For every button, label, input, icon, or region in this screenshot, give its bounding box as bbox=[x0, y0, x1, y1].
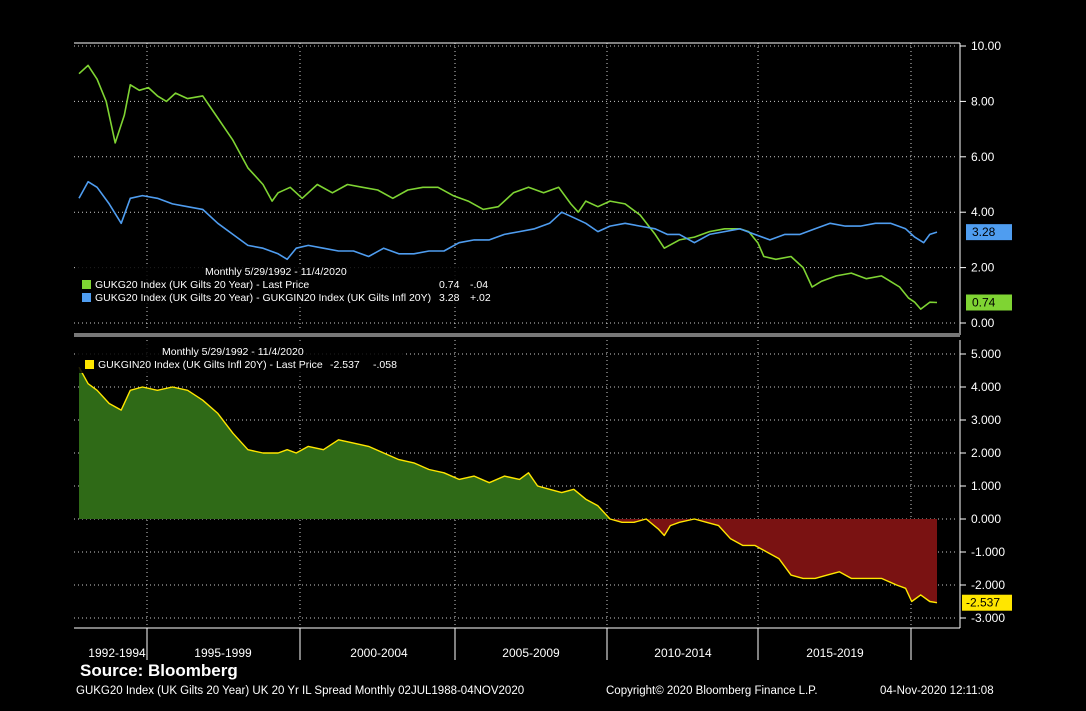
panel-divider bbox=[74, 333, 960, 337]
bottom-ytick-label: 5.000 bbox=[971, 347, 1001, 361]
bottom-ytick-label: 2.000 bbox=[971, 446, 1001, 460]
bottom-legend-header: Monthly 5/29/1992 - 11/4/2020 bbox=[162, 346, 304, 358]
bottom-ytick-label: -2.000 bbox=[971, 578, 1005, 592]
yellow-series-line bbox=[78, 366, 938, 604]
x-period-label: 2010-2014 bbox=[654, 646, 712, 660]
bottom-legend-label: GUKGIN20 Index (UK Gilts Infl 20Y) - Las… bbox=[98, 359, 323, 371]
top-legend-swatch bbox=[82, 280, 91, 289]
top-ytick-label: 8.00 bbox=[971, 94, 995, 108]
blue-value-tag-text: 3.28 bbox=[972, 225, 996, 239]
top-legend-change: +.02 bbox=[470, 292, 491, 304]
green-value-tag bbox=[966, 294, 1012, 311]
top-legend-label: GUKG20 Index (UK Gilts 20 Year) - Last P… bbox=[95, 279, 309, 291]
top-panel: 10.00 8.00 6.00 4.00 2.00 0.00 Monthly 5/29/19… bbox=[74, 39, 1012, 337]
top-legend-value: 3.28 bbox=[439, 292, 460, 304]
bottom-ytick-label: -3.000 bbox=[971, 611, 1005, 625]
top-legend-header: Monthly 5/29/1992 - 11/4/2020 bbox=[205, 266, 347, 278]
bottom-ytick-label: -1.000 bbox=[971, 545, 1005, 559]
bottom-legend-box bbox=[76, 343, 404, 373]
x-period-label: 2015-2019 bbox=[806, 646, 864, 660]
top-legend-swatch bbox=[82, 293, 91, 302]
footer-copyright: Copyright© 2020 Bloomberg Finance L.P. bbox=[606, 685, 818, 697]
negative-area-fill bbox=[79, 519, 937, 603]
x-axis: 1992-1994 1995-1999 2000-2004 2005-2009 2010… bbox=[74, 627, 960, 660]
green-series-line bbox=[78, 64, 938, 310]
bottom-ytick-label: 0.000 bbox=[971, 512, 1001, 526]
yellow-value-tag bbox=[962, 594, 1012, 611]
top-legend-box bbox=[76, 264, 500, 307]
footer-timestamp: 04-Nov-2020 12:11:08 bbox=[880, 685, 994, 697]
top-ytick-label: 10.00 bbox=[971, 39, 1001, 53]
x-period-label: 2005-2009 bbox=[502, 646, 560, 660]
source-label: Source: Bloomberg bbox=[80, 661, 238, 680]
top-legend-change: -.04 bbox=[470, 279, 488, 291]
green-value-tag-text: 0.74 bbox=[972, 296, 996, 310]
top-ytick-label: 2.00 bbox=[971, 261, 995, 275]
positive-area-fill bbox=[79, 367, 937, 519]
top-legend-label: GUKG20 Index (UK Gilts 20 Year) - GUKGIN… bbox=[95, 292, 431, 304]
x-period-label: 1992-1994 bbox=[88, 646, 146, 660]
bottom-legend-swatch bbox=[85, 360, 94, 369]
bottom-legend-change: -.058 bbox=[373, 359, 397, 371]
bottom-panel: 5.000 4.000 3.000 2.000 1.000 0.000 -1.000 -2.0… bbox=[74, 340, 1012, 628]
bottom-ytick-label: 1.000 bbox=[971, 479, 1001, 493]
x-period-label: 2000-2004 bbox=[350, 646, 408, 660]
top-legend-value: 0.74 bbox=[439, 279, 460, 291]
top-ytick-label: 0.00 bbox=[971, 316, 995, 330]
footer-series-info: GUKG20 Index (UK Gilts 20 Year) UK 20 Yr… bbox=[76, 685, 525, 697]
blue-series-line bbox=[78, 180, 938, 261]
blue-value-tag bbox=[966, 224, 1012, 241]
x-period-label: 1995-1999 bbox=[194, 646, 252, 660]
bottom-ytick-label: 3.000 bbox=[971, 413, 1001, 427]
top-ytick-label: 4.00 bbox=[971, 205, 995, 219]
bottom-ytick-label: 4.000 bbox=[971, 380, 1001, 394]
top-ytick-label: 6.00 bbox=[971, 150, 995, 164]
yellow-value-tag-text: -2.537 bbox=[966, 596, 1000, 610]
bottom-legend-value: -2.537 bbox=[330, 359, 360, 371]
